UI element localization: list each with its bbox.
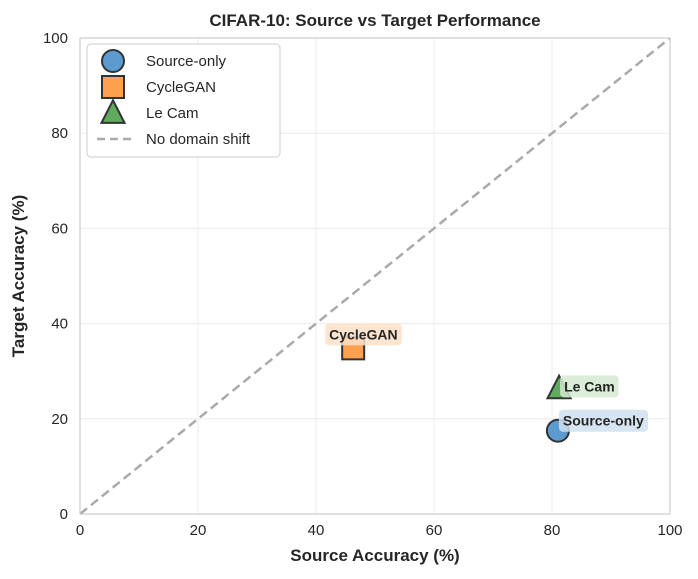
x-tick-label-0: 0 xyxy=(76,522,84,539)
x-tick-label-20: 20 xyxy=(190,522,207,539)
no-domain-shift-line xyxy=(79,37,671,515)
x-axis-ticks: 0 20 40 60 80 100 xyxy=(76,522,683,539)
y-tick-label-80: 80 xyxy=(51,125,68,142)
legend-label-cyclegan: CycleGAN xyxy=(146,79,216,96)
x-tick-label-100: 100 xyxy=(657,522,682,539)
legend-label-no-domain-shift: No domain shift xyxy=(146,131,251,148)
y-tick-label-0: 0 xyxy=(60,506,68,523)
x-tick-label-60: 60 xyxy=(426,522,443,539)
annotation-bg-le-cam xyxy=(560,375,619,398)
x-tick-label-40: 40 xyxy=(308,522,325,539)
legend: Source-only CycleGAN Le Cam No domain shift xyxy=(86,43,281,158)
legend-label-source-only: Source-only xyxy=(146,53,227,70)
annotation-le-cam: Le Cam xyxy=(564,378,615,394)
plot-frame xyxy=(79,37,671,515)
legend-marker-le-cam xyxy=(99,98,127,124)
annotation-source-only: Source-only xyxy=(563,413,644,429)
data-points: Source-only CycleGAN Le Cam xyxy=(325,323,649,443)
annotation-bg-cyclegan xyxy=(325,323,402,346)
y-axis-label: Target Accuracy (%) xyxy=(9,195,28,358)
x-axis-label: Source Accuracy (%) xyxy=(290,546,459,565)
y-tick-label-20: 20 xyxy=(51,411,68,428)
legend-marker-cyclegan xyxy=(101,75,125,99)
y-tick-label-60: 60 xyxy=(51,220,68,237)
y-axis-ticks: 0 20 40 60 80 100 xyxy=(43,30,68,523)
legend-label-le-cam: Le Cam xyxy=(146,105,199,122)
x-tick-label-80: 80 xyxy=(544,522,561,539)
y-tick-label-40: 40 xyxy=(51,316,68,333)
annotation-bg-source-only xyxy=(558,409,649,432)
legend-marker-source-only xyxy=(101,49,125,73)
legend-box xyxy=(86,43,281,158)
y-tick-label-100: 100 xyxy=(43,30,68,47)
annotation-cyclegan: CycleGAN xyxy=(329,326,397,342)
chart-title: CIFAR-10: Source vs Target Performance xyxy=(209,11,540,30)
